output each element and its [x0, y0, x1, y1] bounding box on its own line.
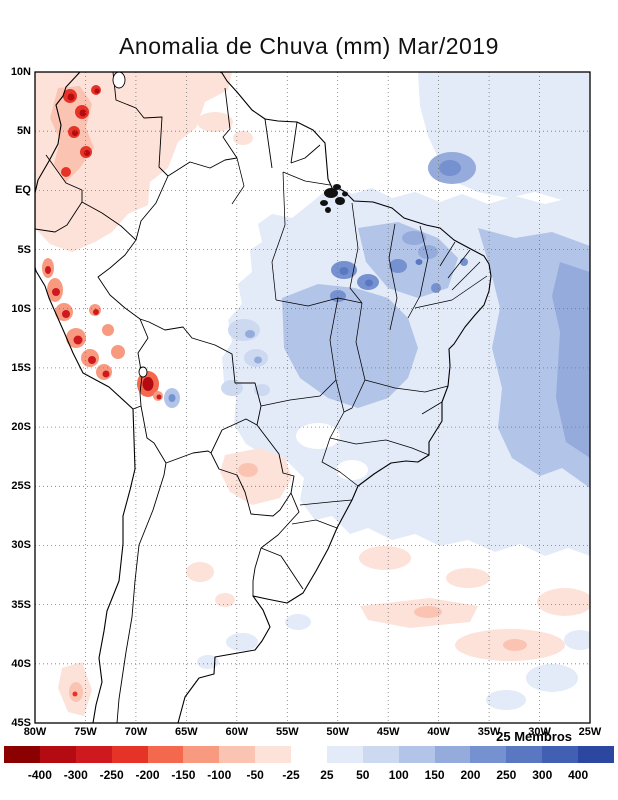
lon-tick-label: 25W [578, 726, 602, 738]
colorbar-segment [398, 746, 435, 763]
lat-tick-label: 20S [11, 421, 31, 434]
chart-title: Anomalia de Chuva (mm) Mar/2019 [119, 33, 499, 59]
map-frame [34, 71, 591, 724]
colorbar-segment [147, 746, 184, 763]
amazon-delta-islands [320, 184, 348, 213]
colorbar-tick-label: -400 [27, 768, 52, 782]
colorbar-segment [578, 746, 614, 763]
colorbar-segment [362, 746, 399, 763]
colorbar-segment [255, 746, 291, 763]
lon-tick-label: 55W [275, 726, 299, 738]
colorbar-tick-label: 300 [532, 768, 553, 782]
colorbar-tick-label: -250 [99, 768, 124, 782]
colorbar-tick-label: -50 [246, 768, 264, 782]
lon-tick-label: 60W [225, 726, 249, 738]
lat-tick-label: 15S [11, 361, 31, 374]
coastline [35, 72, 492, 723]
gridlines [35, 72, 590, 723]
colorbar-tick-label: 250 [496, 768, 517, 782]
colorbar-tick-label: -25 [282, 768, 300, 782]
colorbar-segment [291, 746, 327, 763]
lat-tick-label: 25S [11, 480, 31, 493]
shading-layer [35, 72, 590, 716]
colorbar-segment [39, 746, 76, 763]
members-label: 25 Membros [496, 729, 572, 744]
lat-tick-label: 45S [11, 716, 31, 729]
colorbar-tick-label: -200 [135, 768, 160, 782]
lon-tick-label: 45W [376, 726, 400, 738]
lon-tick-label: 35W [477, 726, 501, 738]
lon-tick-label: 30W [528, 726, 551, 738]
colorbar-segment [4, 746, 40, 763]
colorbar-tick-label: 150 [424, 768, 445, 782]
colorbar [4, 746, 614, 763]
lat-tick-label: 10S [11, 302, 31, 315]
colorbar-tick-label: -100 [207, 768, 232, 782]
colorbar-segment [506, 746, 543, 763]
lon-tick-label: 80W [23, 726, 47, 738]
lon-tick-label: 75W [74, 726, 97, 738]
colorbar-segment [434, 746, 471, 763]
country-borders [35, 72, 321, 723]
lakes-islands [112, 72, 348, 378]
colorbar-tick-label: 50 [356, 768, 370, 782]
colorbar-segment [470, 746, 507, 763]
colorbar-segment [183, 746, 220, 763]
lat-tick-label: 35S [11, 598, 31, 611]
lat-tick-label: EQ [15, 184, 31, 197]
lake-titicaca [138, 366, 148, 378]
lat-tick-label: 5S [17, 243, 31, 256]
lon-tick-label: 50W [326, 726, 350, 738]
colorbar-tick-label: 400 [568, 768, 589, 782]
lat-tick-label: 5N [16, 125, 31, 138]
colorbar-segment [111, 746, 148, 763]
state-borders [231, 157, 488, 529]
colorbar-tick-label: 100 [388, 768, 409, 782]
lake-maracaibo [112, 72, 126, 89]
south-america-coastline [35, 72, 492, 723]
colorbar-tick-label: -300 [63, 768, 88, 782]
colorbar-segment [542, 746, 578, 763]
colorbar-segment [326, 746, 363, 763]
colorbar-segment [75, 746, 112, 763]
lat-tick-label: 30S [11, 539, 31, 552]
colorbar-tick-label: 200 [460, 768, 481, 782]
colorbar-tick-label: 25 [320, 768, 334, 782]
colorbar-segment [219, 746, 256, 763]
lon-tick-label: 70W [124, 726, 148, 738]
lat-tick-label: 10N [10, 66, 31, 78]
lat-tick-label: 40S [11, 657, 31, 670]
lon-tick-label: 65W [175, 726, 198, 738]
colorbar-tick-label: -150 [171, 768, 196, 782]
lon-tick-label: 40W [427, 726, 450, 738]
